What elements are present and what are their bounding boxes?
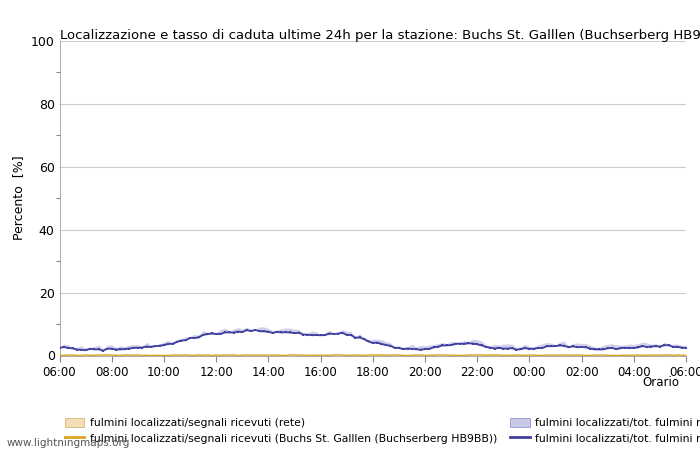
Text: www.lightningmaps.org: www.lightningmaps.org <box>7 438 130 448</box>
Legend: fulmini localizzati/segnali ricevuti (rete), fulmini localizzati/segnali ricevut: fulmini localizzati/segnali ricevuti (re… <box>65 418 700 444</box>
Text: Localizzazione e tasso di caduta ultime 24h per la stazione: Buchs St. Galllen (: Localizzazione e tasso di caduta ultime … <box>60 29 700 42</box>
Y-axis label: Percento  [%]: Percento [%] <box>12 156 25 240</box>
Text: Orario: Orario <box>642 376 679 389</box>
